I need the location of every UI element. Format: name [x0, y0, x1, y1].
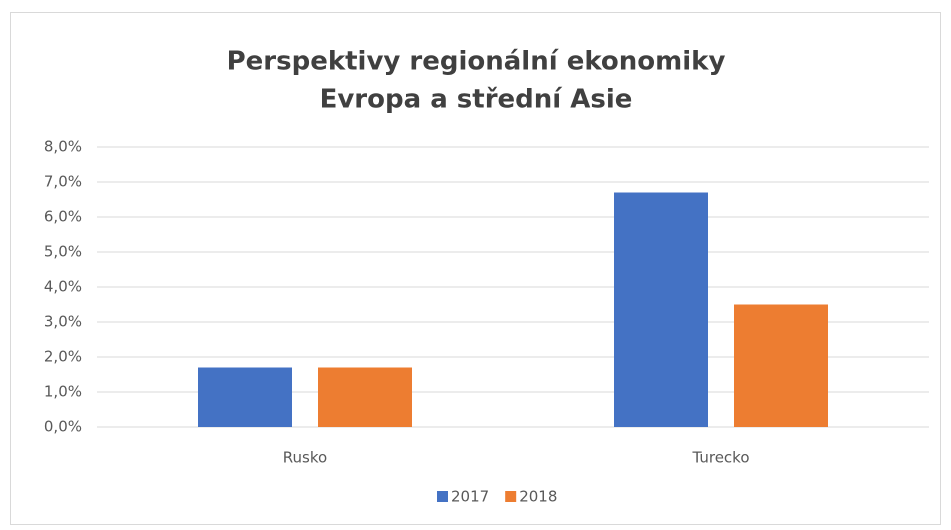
x-tick-label: Rusko [283, 449, 327, 467]
y-tick-label: 8,0% [44, 138, 82, 156]
y-tick-label: 6,0% [44, 208, 82, 226]
bar [614, 192, 708, 427]
bar [318, 367, 412, 427]
chart-border [10, 12, 941, 525]
y-tick-label: 5,0% [44, 243, 82, 261]
x-tick-label: Turecko [691, 449, 749, 467]
bar [734, 304, 828, 427]
y-tick-label: 4,0% [44, 278, 82, 296]
y-tick-label: 2,0% [44, 348, 82, 366]
chart-subtitle: Evropa a střední Asie [320, 85, 633, 115]
y-tick-label: 3,0% [44, 313, 82, 331]
y-tick-label: 7,0% [44, 173, 82, 191]
y-tick-label: 0,0% [44, 418, 82, 436]
y-tick-label: 1,0% [44, 383, 82, 401]
chart-title: Perspektivy regionální ekonomiky [227, 47, 726, 77]
bar [198, 367, 292, 427]
legend-swatch [437, 491, 448, 502]
legend-label: 2017 [451, 488, 489, 506]
legend-label: 2018 [519, 488, 557, 506]
legend-swatch [505, 491, 517, 502]
